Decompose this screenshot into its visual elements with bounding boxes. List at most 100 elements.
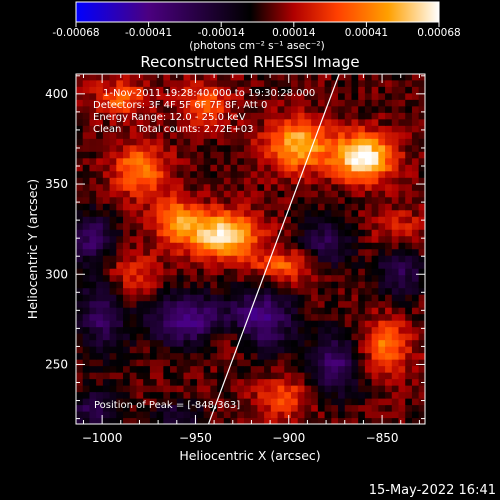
heatmap-cell (217, 118, 225, 126)
heatmap-cell (223, 74, 232, 81)
heatmap-cell (183, 170, 191, 178)
heatmap-cell (358, 177, 366, 185)
heatmap-cell (324, 281, 332, 289)
heatmap-cell (250, 300, 259, 308)
heatmap-cell (116, 177, 124, 185)
heatmap-cell (243, 417, 252, 424)
heatmap-cell (82, 339, 91, 347)
heatmap-cell (418, 281, 425, 289)
heatmap-cell (243, 398, 252, 406)
heatmap-cell (136, 268, 144, 276)
heatmap-cell (96, 125, 104, 133)
heatmap-cell (351, 183, 359, 191)
heatmap-cell (391, 170, 400, 178)
heatmap-cell (76, 326, 84, 334)
heatmap-cell (297, 196, 306, 204)
heatmap-cell (89, 99, 97, 107)
heatmap-cell (203, 417, 211, 424)
heatmap-cell (217, 125, 225, 133)
heatmap-cell (364, 339, 373, 347)
heatmap-cell (143, 151, 151, 159)
heatmap-cell (291, 313, 299, 321)
heatmap-cell (136, 365, 144, 373)
heatmap-cell (385, 196, 393, 204)
heatmap-cell (170, 398, 178, 406)
heatmap-cell (385, 92, 393, 100)
heatmap-cell (230, 92, 238, 100)
heatmap-cell (411, 138, 420, 146)
heatmap-cell (250, 385, 259, 393)
heatmap-cell (76, 222, 84, 230)
heatmap-cell (102, 125, 111, 133)
heatmap-cell (284, 281, 292, 289)
heatmap-cell (277, 196, 285, 204)
heatmap-cell (163, 255, 171, 263)
heatmap-cell (196, 398, 205, 406)
heatmap-cell (223, 326, 232, 334)
heatmap-cell (277, 105, 285, 113)
heatmap-cell (163, 404, 171, 412)
heatmap-cell (317, 235, 326, 243)
heatmap-cell (264, 105, 272, 113)
heatmap-cell (371, 229, 379, 237)
heatmap-cell (190, 229, 198, 237)
heatmap-cell (170, 411, 178, 419)
heatmap-cell (176, 365, 185, 373)
heatmap-cell (243, 209, 252, 217)
heatmap-cell (243, 183, 252, 191)
heatmap-cell (183, 151, 191, 159)
heatmap-cell (304, 326, 312, 334)
heatmap-cell (123, 216, 131, 224)
heatmap-cell (385, 131, 393, 139)
heatmap-cell (264, 333, 272, 341)
heatmap-cell (385, 248, 393, 256)
heatmap-cell (116, 352, 124, 360)
heatmap-cell (143, 248, 151, 256)
heatmap-cell (230, 372, 238, 380)
heatmap-cell (331, 86, 339, 94)
heatmap-cell (190, 417, 198, 424)
heatmap-cell (331, 203, 339, 211)
heatmap-cell (170, 274, 178, 282)
heatmap-cell (116, 255, 124, 263)
heatmap-cell (102, 131, 111, 139)
heatmap-cell (371, 268, 379, 276)
heatmap-cell (371, 242, 379, 250)
heatmap-cell (76, 242, 84, 250)
heatmap-cell (291, 164, 299, 172)
heatmap-cell (136, 125, 144, 133)
heatmap-cell (196, 203, 205, 211)
heatmap-cell (129, 74, 138, 81)
heatmap-cell (230, 118, 238, 126)
heatmap-cell (203, 229, 211, 237)
heatmap-cell (176, 86, 185, 94)
heatmap-cell (203, 255, 211, 263)
heatmap-cell (378, 333, 386, 341)
heatmap-cell (405, 144, 413, 152)
heatmap-cell (223, 138, 232, 146)
heatmap-cell (250, 320, 259, 328)
heatmap-cell (297, 144, 306, 152)
heatmap-cell (82, 144, 91, 152)
heatmap-cell (123, 378, 131, 386)
heatmap-cell (190, 339, 198, 347)
heatmap-cell (297, 79, 306, 87)
heatmap-cell (257, 411, 265, 419)
heatmap-cell (89, 268, 97, 276)
heatmap-cell (344, 125, 353, 133)
heatmap-cell (371, 118, 379, 126)
heatmap-cell (149, 346, 158, 354)
heatmap-cell (277, 300, 285, 308)
heatmap-cell (217, 300, 225, 308)
heatmap-cell (338, 99, 346, 107)
heatmap-cell (351, 229, 359, 237)
heatmap-cell (149, 261, 158, 269)
heatmap-cell (230, 339, 238, 347)
heatmap-cell (96, 385, 104, 393)
heatmap-cell (358, 255, 366, 263)
heatmap-cell (156, 118, 164, 126)
heatmap-cell (351, 287, 359, 295)
heatmap-cell (311, 287, 319, 295)
heatmap-cell (196, 365, 205, 373)
heatmap-cell (378, 131, 386, 139)
